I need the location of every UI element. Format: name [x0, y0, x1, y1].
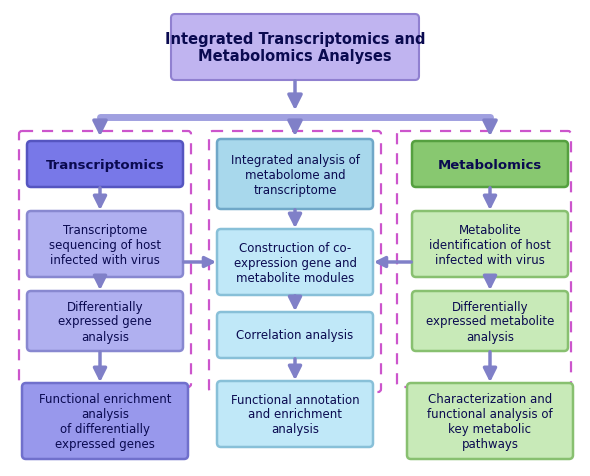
FancyBboxPatch shape	[412, 291, 568, 351]
FancyBboxPatch shape	[407, 383, 573, 459]
FancyBboxPatch shape	[171, 15, 419, 81]
Text: Characterization and
functional analysis of
key metabolic
pathways: Characterization and functional analysis…	[427, 392, 553, 450]
Text: Differentially
expressed gene
analysis: Differentially expressed gene analysis	[58, 300, 152, 343]
FancyBboxPatch shape	[217, 140, 373, 209]
FancyBboxPatch shape	[22, 383, 188, 459]
Text: Construction of co-
expression gene and
metabolite modules: Construction of co- expression gene and …	[234, 241, 356, 284]
Text: Functional enrichment
analysis
of differentially
expressed genes: Functional enrichment analysis of differ…	[39, 392, 171, 450]
Text: Metabolomics: Metabolomics	[438, 158, 542, 171]
FancyBboxPatch shape	[217, 381, 373, 447]
Text: Transcriptome
sequencing of host
infected with virus: Transcriptome sequencing of host infecte…	[49, 223, 161, 266]
Text: Correlation analysis: Correlation analysis	[237, 329, 353, 342]
Text: Functional annotation
and enrichment
analysis: Functional annotation and enrichment ana…	[231, 393, 359, 436]
FancyBboxPatch shape	[412, 211, 568, 278]
Text: Differentially
expressed metabolite
analysis: Differentially expressed metabolite anal…	[426, 300, 554, 343]
FancyBboxPatch shape	[27, 291, 183, 351]
FancyBboxPatch shape	[217, 229, 373, 296]
Text: Metabolite
identification of host
infected with virus: Metabolite identification of host infect…	[429, 223, 551, 266]
Text: Transcriptomics: Transcriptomics	[45, 158, 165, 171]
Text: Integrated analysis of
metabolome and
transcriptome: Integrated analysis of metabolome and tr…	[231, 153, 359, 196]
FancyBboxPatch shape	[217, 312, 373, 358]
Text: Integrated Transcriptomics and
Metabolomics Analyses: Integrated Transcriptomics and Metabolom…	[165, 32, 425, 64]
FancyBboxPatch shape	[27, 142, 183, 188]
FancyBboxPatch shape	[412, 142, 568, 188]
FancyBboxPatch shape	[27, 211, 183, 278]
